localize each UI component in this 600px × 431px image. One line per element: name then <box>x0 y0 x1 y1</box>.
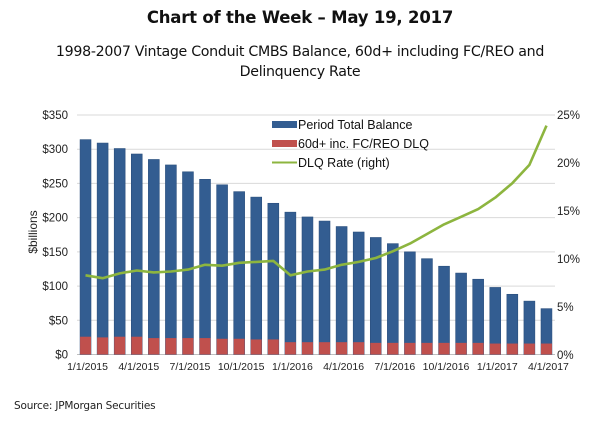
bar-period-total-balance <box>387 243 399 355</box>
bar-60d-dlq <box>131 336 143 355</box>
bar-60d-dlq <box>250 339 262 355</box>
y-axis-left: $0 $50 $100 $150 $200 $250 $300 $350 <box>42 110 68 362</box>
bar-period-total-balance <box>148 159 160 355</box>
bar-60d-dlq <box>353 342 365 355</box>
x-axis: 1/1/2015 4/1/2015 7/1/2015 10/1/2015 1/1/201… <box>67 361 569 373</box>
bar-60d-dlq <box>267 339 279 355</box>
bar-60d-dlq <box>148 338 160 355</box>
bar-period-total-balance <box>267 202 280 355</box>
bar-period-total-balance <box>421 258 433 355</box>
bar-60d-dlq <box>319 342 330 355</box>
y-tick-label-left: $350 <box>42 110 68 122</box>
y-tick-label-right: 15% <box>557 206 580 218</box>
y-axis-title: $billions <box>26 210 40 253</box>
bar-period-total-balance <box>250 196 263 355</box>
bar-period-total-balance <box>216 184 228 355</box>
legend-swatch-balance <box>272 121 297 128</box>
bar-60d-dlq <box>216 338 228 355</box>
bar-period-total-balance <box>96 142 109 355</box>
y-tick-label-left: $50 <box>49 315 68 327</box>
bar-60d-dlq <box>336 342 348 355</box>
bar-60d-dlq <box>404 342 416 355</box>
bar-60d-dlq <box>233 338 245 355</box>
bar-60d-dlq <box>506 343 518 355</box>
y-tick-label-right: 25% <box>557 110 580 122</box>
line-series <box>85 125 548 280</box>
bar-60d-dlq <box>523 343 535 355</box>
bar-series <box>79 139 553 355</box>
legend-label-dlq: 60d+ inc. FC/REO DLQ <box>298 137 429 151</box>
x-tick-label: 1/1/2016 <box>272 361 313 373</box>
bar-60d-dlq <box>182 338 194 355</box>
y-tick-label-left: $250 <box>42 178 68 190</box>
bar-period-total-balance <box>369 237 382 355</box>
legend-swatch-dlq <box>272 140 297 147</box>
y-axis-right: 0% 5% 10% 15% 20% 25% <box>557 110 580 362</box>
bar-60d-dlq <box>421 342 433 355</box>
x-tick-label: 1/1/2017 <box>477 361 518 373</box>
x-tick-label: 10/1/2016 <box>423 361 470 373</box>
y-tick-label-left: $200 <box>42 213 68 225</box>
bar-60d-dlq <box>541 343 552 355</box>
source-note: Source: JPMorgan Securities <box>14 400 156 412</box>
bar-60d-dlq <box>199 338 211 355</box>
bar-60d-dlq <box>284 342 296 355</box>
chart-subtitle: 1998-2007 Vintage Conduit CMBS Balance, … <box>20 42 580 82</box>
y-tick-label-right: 0% <box>557 350 574 362</box>
bar-60d-dlq <box>97 337 109 355</box>
x-tick-label: 7/1/2015 <box>170 361 211 373</box>
bar-60d-dlq <box>370 342 382 355</box>
bar-period-total-balance <box>233 191 245 355</box>
y-tick-label-left: $150 <box>42 247 68 259</box>
chart-subtitle-line-2: Delinquency Rate <box>239 64 361 80</box>
y-tick-label-left: $0 <box>55 350 68 362</box>
x-tick-label: 4/1/2017 <box>528 361 569 373</box>
bar-period-total-balance <box>165 164 177 355</box>
bar-60d-dlq <box>302 342 313 355</box>
y-tick-label-left: $100 <box>42 281 68 293</box>
y-tick-label-left: $300 <box>42 144 68 156</box>
bar-period-total-balance <box>113 148 126 355</box>
bar-60d-dlq <box>438 342 450 355</box>
y-tick-label-right: 10% <box>557 254 580 266</box>
bar-period-total-balance <box>301 216 314 355</box>
y-tick-label-right: 5% <box>557 302 574 314</box>
chart-subtitle-line-1: 1998-2007 Vintage Conduit CMBS Balance, … <box>55 44 545 60</box>
bar-60d-dlq <box>472 342 484 355</box>
page-title: Chart of the Week – May 19, 2017 <box>146 8 454 27</box>
legend-label-rate: DLQ Rate (right) <box>298 156 390 170</box>
line-dlq-rate <box>85 125 548 280</box>
bar-period-total-balance <box>182 171 194 355</box>
x-tick-label: 10/1/2015 <box>218 361 265 373</box>
y-tick-label-right: 20% <box>557 158 580 170</box>
bar-period-total-balance <box>79 139 92 355</box>
legend-label-balance: Period Total Balance <box>298 118 412 132</box>
bar-60d-dlq <box>455 342 467 355</box>
bar-60d-dlq <box>489 343 501 355</box>
bar-60d-dlq <box>80 336 91 355</box>
bar-period-total-balance <box>318 220 331 355</box>
bar-period-total-balance <box>335 226 348 355</box>
x-tick-label: 4/1/2016 <box>323 361 364 373</box>
bar-period-total-balance <box>284 211 297 355</box>
bar-period-total-balance <box>404 251 416 355</box>
bar-60d-dlq <box>114 336 126 355</box>
x-tick-label: 4/1/2015 <box>118 361 159 373</box>
bar-period-total-balance <box>455 272 467 355</box>
bar-period-total-balance <box>438 265 450 355</box>
x-tick-label: 1/1/2015 <box>67 361 108 373</box>
x-tick-label: 7/1/2016 <box>374 361 415 373</box>
bar-period-total-balance <box>352 231 365 355</box>
bar-60d-dlq <box>165 338 177 355</box>
bar-60d-dlq <box>387 342 399 355</box>
legend: Period Total Balance 60d+ inc. FC/REO DL… <box>272 118 429 170</box>
bar-period-total-balance <box>130 153 143 355</box>
